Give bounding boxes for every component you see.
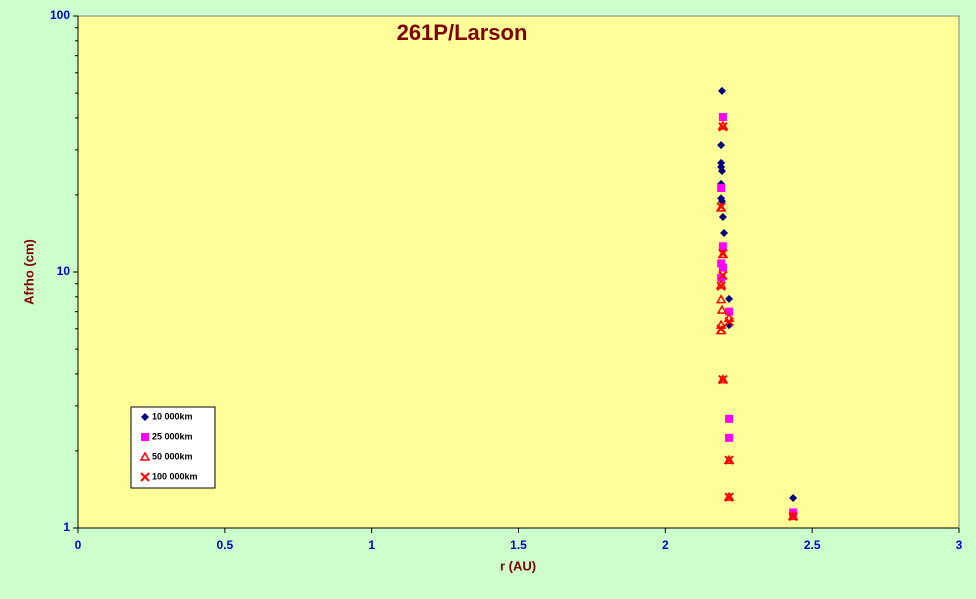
legend-label: 100 000km [152,471,198,481]
point [720,229,729,238]
point [789,493,798,502]
legend-label: 10 000km [152,411,193,421]
y-tick-label: 10 [57,264,71,278]
legend-marker [141,413,149,421]
point [717,183,726,192]
point [718,86,727,95]
legend-label: 25 000km [152,431,193,441]
point [724,455,734,465]
point [723,454,735,464]
point [718,113,727,122]
point [717,141,726,150]
point [725,414,734,423]
point [718,374,728,385]
legend-marker [139,451,151,461]
point [718,167,727,176]
point [717,249,729,259]
x-tick-label: 1.5 [510,538,527,552]
x-tick-label: 3 [956,538,963,552]
point [788,511,798,522]
chart-title: 261P/Larson [397,20,528,45]
point [718,212,727,221]
point [717,374,729,384]
point [724,316,734,327]
point [716,324,726,334]
y-tick-label: 1 [63,520,70,534]
x-tick-label: 1 [368,538,375,552]
point [718,263,727,272]
legend-label: 50 000km [152,451,193,461]
y-tick-label: 100 [50,8,70,22]
point [723,491,735,501]
point [725,294,734,303]
point [725,433,734,442]
y-axis-label: Afrho (cm) [21,239,36,305]
point [718,242,727,251]
point [718,270,728,281]
point [718,122,728,132]
point [716,304,728,314]
point [716,281,726,291]
legend-marker [141,433,149,441]
legend-marker [140,472,150,482]
plot-area [77,15,960,529]
x-tick-label: 2.5 [804,538,821,552]
x-tick-label: 0 [75,538,82,552]
point [787,510,799,521]
point [717,158,726,167]
point [718,248,728,259]
point [717,259,726,268]
point [724,492,734,502]
point [715,294,727,304]
x-tick-label: 0.5 [216,538,233,552]
point [725,307,734,316]
x-tick-label: 2 [662,538,669,552]
point [716,201,726,212]
x-axis-label: r (AU) [500,558,536,573]
